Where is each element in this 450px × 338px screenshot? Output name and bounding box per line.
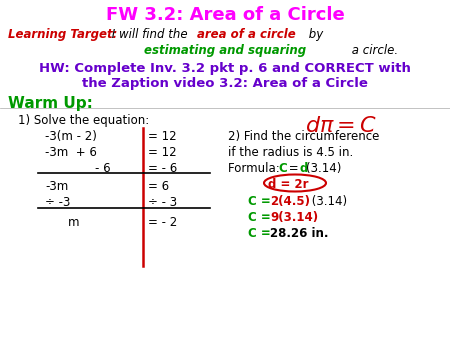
Text: 1) Solve the equation:: 1) Solve the equation: (18, 114, 149, 127)
Text: -3m  + 6: -3m + 6 (45, 146, 97, 159)
Text: Formula:: Formula: (228, 162, 284, 175)
Text: 28.26 in.: 28.26 in. (270, 227, 328, 240)
Text: by: by (305, 28, 323, 41)
Text: FW 3.2: Area of a Circle: FW 3.2: Area of a Circle (106, 6, 344, 24)
Text: ÷ -3: ÷ -3 (45, 196, 70, 209)
Text: C =: C = (248, 195, 275, 208)
Text: = 12: = 12 (148, 146, 176, 159)
Text: $d\pi = C$: $d\pi = C$ (305, 115, 377, 137)
Text: C: C (278, 162, 287, 175)
Text: = - 2: = - 2 (148, 216, 177, 229)
Text: = 12: = 12 (148, 130, 176, 143)
Text: area of a circle: area of a circle (197, 28, 296, 41)
Text: ÷ - 3: ÷ - 3 (148, 196, 177, 209)
Text: C =: C = (248, 227, 275, 240)
Text: if the radius is 4.5 in.: if the radius is 4.5 in. (228, 146, 353, 159)
Text: Learning Target:: Learning Target: (8, 28, 117, 41)
Text: -3m: -3m (45, 180, 68, 193)
Text: C =: C = (248, 211, 275, 224)
Text: estimating and squaring: estimating and squaring (144, 44, 306, 57)
Text: (3.14): (3.14) (306, 162, 342, 175)
Text: = - 6: = - 6 (148, 162, 177, 175)
Text: =: = (285, 162, 302, 175)
Text: Warm Up:: Warm Up: (8, 96, 93, 111)
Text: HW: Complete Inv. 3.2 pkt p. 6 and CORRECT with: HW: Complete Inv. 3.2 pkt p. 6 and CORRE… (39, 62, 411, 75)
Text: d: d (299, 162, 307, 175)
Text: -3(m - 2): -3(m - 2) (45, 130, 97, 143)
Text: d = 2r: d = 2r (268, 178, 309, 191)
Text: 2(4.5): 2(4.5) (270, 195, 310, 208)
Text: a circle.: a circle. (348, 44, 398, 57)
Text: = 6: = 6 (148, 180, 169, 193)
Text: - 6: - 6 (95, 162, 111, 175)
Text: 9(3.14): 9(3.14) (270, 211, 318, 224)
Text: (3.14): (3.14) (308, 195, 347, 208)
Text: I will find the: I will find the (108, 28, 191, 41)
Text: m: m (68, 216, 80, 229)
Text: the Zaption video 3.2: Area of a Circle: the Zaption video 3.2: Area of a Circle (82, 77, 368, 90)
Text: 2) Find the circumference: 2) Find the circumference (228, 130, 379, 143)
